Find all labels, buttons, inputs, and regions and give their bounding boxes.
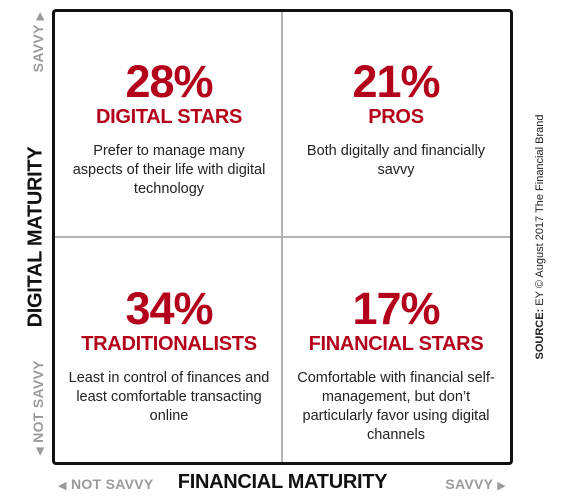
quadrant-label: FINANCIAL STARS — [308, 333, 484, 355]
source-text: EY © August 2017 The Financial Brand — [534, 114, 546, 306]
arrow-up-icon: ▶ — [34, 11, 46, 21]
x-axis-title: FINANCIAL MATURITY — [177, 471, 388, 493]
quadrant-description: Prefer to manage many aspects of their l… — [72, 143, 266, 197]
arrow-right-icon: ▶ — [497, 480, 506, 492]
x-axis-low-label: ◀ NOT SAVVY — [58, 476, 154, 492]
source-credit: SOURCE: EY © August 2017 The Financial B… — [534, 115, 546, 360]
x-axis-high-text: SAVVY — [445, 476, 494, 492]
quadrant-traditionalists: 34% TRADITIONALISTS Least in control of … — [56, 286, 282, 426]
quadrant-percent: 34% — [125, 283, 213, 334]
x-axis-high-label: SAVVY ▶ — [445, 476, 506, 492]
quadrant-pros: 21% PROS Both digitally and financially … — [283, 59, 509, 180]
quadrant-grid-frame — [52, 9, 513, 465]
quadrant-digital-stars: 28% DIGITAL STARS Prefer to manage many … — [56, 59, 282, 199]
arrow-left-icon: ◀ — [58, 480, 67, 492]
x-axis-low-text: NOT SAVVY — [70, 476, 154, 492]
arrow-down-icon: ◀ — [34, 447, 46, 456]
y-axis-high-text: SAVVY — [30, 24, 46, 73]
quadrant-percent: 17% — [352, 283, 440, 334]
quadrant-percent: 28% — [125, 56, 213, 107]
y-axis-low-text: NOT SAVVY — [30, 360, 46, 443]
y-axis-title: DIGITAL MATURITY — [24, 146, 47, 328]
quadrant-label: PROS — [368, 106, 424, 128]
quadrant-label: TRADITIONALISTS — [81, 333, 257, 355]
quadrant-description: Comfortable with financial self-manageme… — [297, 370, 495, 443]
y-axis-high-label: SAVVY ▶ — [30, 12, 46, 73]
quadrant-label: DIGITAL STARS — [95, 106, 243, 128]
horizontal-divider — [55, 236, 510, 238]
quadrant-description: Least in control of finances and least c… — [68, 370, 270, 424]
source-prefix: SOURCE: — [534, 308, 546, 360]
quadrant-description: Both digitally and financially savvy — [306, 143, 486, 178]
quadrant-percent: 21% — [352, 56, 440, 107]
y-axis-low-label: ◀ NOT SAVVY — [30, 360, 46, 456]
quadrant-financial-stars: 17% FINANCIAL STARS Comfortable with fin… — [283, 286, 509, 445]
